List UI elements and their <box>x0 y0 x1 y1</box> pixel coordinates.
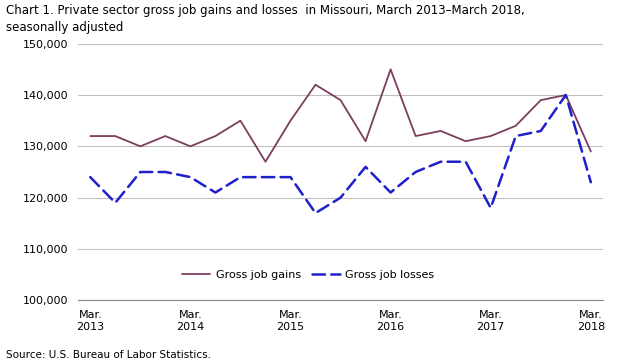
Legend: Gross job gains, Gross job losses: Gross job gains, Gross job losses <box>178 266 439 285</box>
Gross job losses <box>337 195 345 200</box>
Gross job gains <box>262 159 269 164</box>
Gross job gains <box>387 67 394 71</box>
Gross job losses <box>287 175 294 179</box>
Gross job losses <box>487 206 494 210</box>
Text: Chart 1. Private sector gross job gains and losses  in Missouri, March 2013–Marc: Chart 1. Private sector gross job gains … <box>6 4 525 33</box>
Gross job losses <box>111 201 119 205</box>
Gross job losses <box>437 159 444 164</box>
Gross job gains <box>287 118 294 123</box>
Line: Gross job losses: Gross job losses <box>90 95 591 213</box>
Gross job gains <box>187 144 194 149</box>
Gross job losses <box>312 211 319 215</box>
Gross job gains <box>562 93 570 97</box>
Gross job gains <box>86 134 94 138</box>
Gross job gains <box>162 134 169 138</box>
Gross job losses <box>137 170 144 174</box>
Gross job gains <box>487 134 494 138</box>
Gross job gains <box>512 124 519 128</box>
Gross job losses <box>211 190 219 195</box>
Gross job gains <box>211 134 219 138</box>
Gross job gains <box>537 98 544 102</box>
Gross job gains <box>237 118 244 123</box>
Gross job gains <box>437 129 444 133</box>
Gross job losses <box>562 93 570 97</box>
Gross job losses <box>462 159 470 164</box>
Line: Gross job gains: Gross job gains <box>90 69 591 162</box>
Gross job losses <box>512 134 519 138</box>
Text: Source: U.S. Bureau of Labor Statistics.: Source: U.S. Bureau of Labor Statistics. <box>6 351 211 360</box>
Gross job gains <box>362 139 369 143</box>
Gross job losses <box>162 170 169 174</box>
Gross job gains <box>111 134 119 138</box>
Gross job losses <box>187 175 194 179</box>
Gross job gains <box>412 134 419 138</box>
Gross job losses <box>412 170 419 174</box>
Gross job gains <box>587 149 595 154</box>
Gross job gains <box>137 144 144 149</box>
Gross job losses <box>387 190 394 195</box>
Gross job gains <box>312 83 319 87</box>
Gross job gains <box>337 98 345 102</box>
Gross job losses <box>237 175 244 179</box>
Gross job gains <box>462 139 470 143</box>
Gross job losses <box>537 129 544 133</box>
Gross job losses <box>86 175 94 179</box>
Gross job losses <box>262 175 269 179</box>
Gross job losses <box>362 165 369 169</box>
Gross job losses <box>587 180 595 185</box>
